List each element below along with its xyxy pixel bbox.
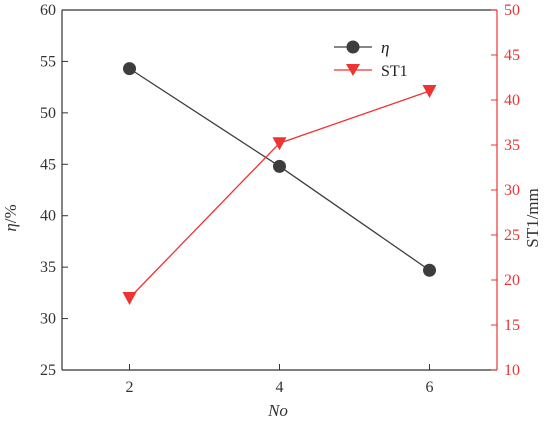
x-axis-label: No bbox=[267, 401, 288, 420]
right-tick-label: 25 bbox=[504, 227, 520, 244]
legend: η ST1 bbox=[334, 38, 408, 80]
y-left-axis-label: η/% bbox=[1, 204, 20, 231]
right-y-axis: 10 15 20 25 30 35 40 45 50 bbox=[491, 2, 520, 379]
left-tick-label: 40 bbox=[40, 208, 56, 225]
right-tick-label: 10 bbox=[504, 362, 520, 379]
y-left-label-symbol: η bbox=[1, 223, 20, 231]
x-tick-label: 4 bbox=[276, 379, 284, 396]
data-point-eta bbox=[423, 263, 436, 277]
data-point-st1 bbox=[122, 292, 137, 305]
left-tick-label: 50 bbox=[40, 105, 56, 122]
data-point-st1 bbox=[422, 85, 437, 98]
legend-st1-label: ST1 bbox=[381, 63, 408, 80]
legend-st1-marker bbox=[346, 64, 360, 76]
series-line-st1 bbox=[129, 90, 430, 299]
y-right-axis-label: ST1/mm bbox=[523, 188, 542, 248]
legend-eta-marker bbox=[346, 40, 360, 54]
x-tick-label: 6 bbox=[426, 379, 434, 396]
left-tick-label: 30 bbox=[40, 311, 56, 328]
left-tick-label: 55 bbox=[40, 53, 56, 70]
left-tick-label: 45 bbox=[40, 156, 56, 173]
data-point-eta bbox=[123, 62, 136, 76]
right-tick-label: 40 bbox=[504, 92, 520, 109]
left-tick-label: 60 bbox=[40, 2, 56, 19]
series-layer bbox=[122, 62, 437, 305]
x-tick-label: 2 bbox=[126, 379, 134, 396]
legend-eta-label: η bbox=[381, 38, 389, 57]
left-tick-label: 35 bbox=[40, 259, 56, 276]
right-tick-label: 30 bbox=[504, 182, 520, 199]
data-point-eta bbox=[273, 159, 286, 173]
data-point-st1 bbox=[272, 137, 287, 151]
legend-entry-st1: ST1 bbox=[334, 63, 408, 80]
left-tick-label: 25 bbox=[40, 362, 56, 379]
y-left-label-unit: /% bbox=[1, 204, 20, 223]
legend-entry-eta: η bbox=[334, 38, 389, 57]
right-tick-label: 45 bbox=[504, 47, 520, 64]
right-tick-label: 20 bbox=[504, 272, 520, 289]
x-axis: 2 4 6 bbox=[126, 364, 434, 396]
right-tick-label: 50 bbox=[504, 2, 520, 19]
right-tick-label: 35 bbox=[504, 137, 520, 154]
left-y-axis: 25 30 35 40 45 50 55 60 bbox=[40, 2, 68, 379]
right-tick-label: 15 bbox=[504, 317, 520, 334]
